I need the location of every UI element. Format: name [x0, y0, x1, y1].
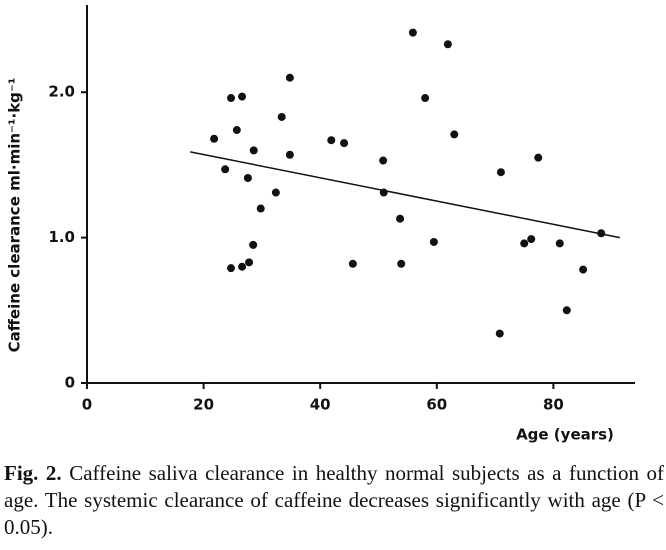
data-point	[245, 258, 254, 267]
data-point	[256, 204, 265, 213]
caption-label: Fig. 2.	[4, 461, 62, 485]
x-tick-label: 80	[543, 396, 564, 414]
caption-text: Caffeine saliva clearance in healthy nor…	[4, 461, 664, 539]
data-point	[408, 28, 417, 37]
data-point	[285, 73, 294, 82]
data-point	[421, 94, 430, 103]
data-point	[226, 264, 235, 273]
data-point	[397, 259, 406, 268]
x-axis-label: Age (years)	[516, 426, 614, 444]
y-axis-label: Caffeine clearance ml·min⁻¹·kg⁻¹	[6, 78, 24, 353]
data-point	[271, 188, 280, 197]
data-point	[396, 214, 405, 223]
data-point	[579, 265, 588, 274]
data-point	[327, 136, 336, 145]
data-point	[495, 329, 504, 338]
data-point	[429, 237, 438, 246]
data-point	[243, 174, 252, 183]
data-point	[348, 259, 357, 268]
data-point	[597, 229, 606, 238]
data-point	[520, 239, 529, 248]
x-tick-label: 40	[310, 396, 331, 414]
data-point	[562, 306, 571, 315]
y-tick-label: 0	[65, 374, 75, 392]
x-tick-label: 0	[82, 396, 92, 414]
y-tick-label: 1.0	[48, 228, 75, 246]
data-point	[226, 94, 235, 103]
data-point	[443, 40, 452, 49]
data-point	[450, 130, 459, 139]
x-tick-label: 20	[193, 396, 214, 414]
data-point	[249, 240, 258, 249]
data-point	[238, 92, 247, 101]
data-point	[238, 262, 247, 271]
data-point	[210, 134, 219, 143]
data-point	[555, 239, 564, 248]
data-point	[340, 139, 349, 148]
data-point	[527, 235, 536, 244]
data-point	[285, 150, 294, 159]
data-point	[249, 146, 258, 155]
caption: Fig. 2. Caffeine saliva clearance in hea…	[4, 460, 664, 541]
data-point	[534, 153, 543, 162]
data-point	[232, 126, 241, 135]
data-point	[379, 156, 388, 165]
data-point	[496, 168, 505, 177]
data-point	[221, 165, 230, 174]
y-tick-label: 2.0	[48, 83, 75, 101]
chart: Age (years) Caffeine clearance ml·min⁻¹·…	[6, 5, 635, 444]
data-point	[277, 112, 286, 121]
x-tick-label: 60	[426, 396, 447, 414]
data-point	[379, 188, 388, 197]
trend-line	[190, 151, 620, 239]
